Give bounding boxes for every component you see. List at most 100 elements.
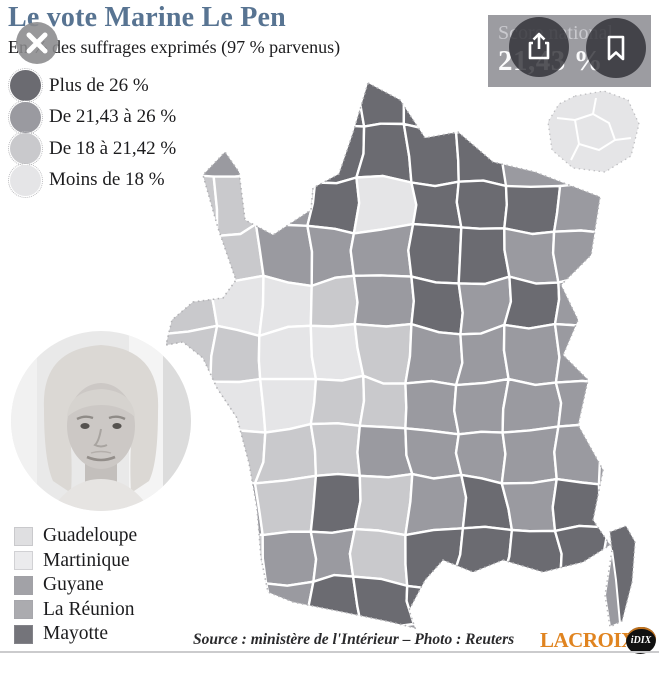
idf-inset-stipple <box>547 90 640 173</box>
map-department <box>306 176 361 235</box>
map-department <box>356 424 414 479</box>
map-department <box>353 472 414 537</box>
map-department <box>553 423 603 486</box>
overseas-label: Guyane <box>43 574 104 596</box>
overseas-item: Guadeloupe <box>14 524 137 549</box>
map-department <box>257 324 318 381</box>
map-department <box>214 531 268 588</box>
map-department <box>454 127 508 188</box>
map-department <box>500 425 560 485</box>
legend-label: De 21,43 à 26 % <box>49 106 177 128</box>
map-department <box>554 379 603 428</box>
map-department <box>404 472 468 537</box>
map-department <box>404 322 464 387</box>
legend-swatch-dark <box>8 68 43 104</box>
legend-swatch-medium <box>8 99 43 135</box>
map-department <box>553 322 603 384</box>
map-department <box>166 377 215 436</box>
map-department <box>503 275 561 330</box>
map-department <box>351 575 416 628</box>
overseas-item: Mayotte <box>14 622 137 647</box>
overseas-label: Mayotte <box>43 623 108 645</box>
map-department <box>410 180 463 229</box>
corsica-south <box>603 549 622 629</box>
map-department <box>166 231 219 283</box>
corsica-stipple <box>604 525 636 629</box>
map-department <box>404 379 460 436</box>
map-department <box>355 122 413 184</box>
map-department <box>166 324 219 383</box>
legend-item: Plus de 26 % <box>8 68 176 104</box>
idf-inset-lines <box>556 97 632 161</box>
map-department <box>355 83 411 128</box>
source-credit: Source : ministère de l'Intérieur – Phot… <box>193 631 515 648</box>
map-department <box>309 422 362 477</box>
map-department <box>407 222 463 285</box>
map-department <box>309 472 362 534</box>
map-department <box>501 377 563 434</box>
overseas-swatch-martinique <box>14 551 33 571</box>
map-department <box>503 227 560 285</box>
map-department <box>254 126 317 184</box>
legend-item: De 18 à 21,42 % <box>8 131 176 167</box>
idf-inset <box>547 90 640 173</box>
map-department <box>358 374 408 430</box>
map-department <box>455 179 508 230</box>
map-department <box>500 477 558 533</box>
overseas-swatch-guadeloupe <box>14 526 33 546</box>
share-button[interactable] <box>509 17 569 77</box>
legend-item: De 21,43 à 26 % <box>8 99 177 135</box>
map-department <box>349 222 415 278</box>
overseas-label: Guadeloupe <box>43 525 138 547</box>
idf-inset-shape <box>548 91 639 172</box>
overseas-label: La Réunion <box>43 598 135 620</box>
map-department <box>303 123 366 185</box>
map-department <box>404 427 463 480</box>
map-department <box>253 474 318 537</box>
map-department <box>303 83 366 131</box>
overseas-swatch-la-reunion <box>14 600 33 620</box>
idix-logo: iDIX <box>626 627 656 654</box>
bottom-divider <box>0 651 659 653</box>
overseas-item: Guyane <box>14 573 137 598</box>
map-department <box>553 524 610 588</box>
map-department <box>457 226 511 286</box>
map-department <box>551 477 610 533</box>
map-department <box>454 323 510 387</box>
map-department <box>453 377 510 436</box>
legend-swatch-xlight <box>8 162 43 198</box>
close-button[interactable] <box>16 22 58 64</box>
map-department <box>261 530 318 587</box>
map-department <box>402 122 460 188</box>
legend: Plus de 26 % De 21,43 à 26 % De 18 à 21,… <box>8 68 177 198</box>
map-department <box>352 274 416 328</box>
map-department <box>404 527 465 590</box>
map-department <box>264 580 315 627</box>
legend-item: Moins de 18 % <box>8 162 176 198</box>
map-department <box>502 528 563 585</box>
page-subtitle: En % des suffrages exprimés (97 % parven… <box>8 37 341 57</box>
page-title: Le vote Marine Le Pen <box>8 2 286 33</box>
map-department <box>253 422 318 485</box>
close-icon <box>26 32 48 54</box>
bookmark-icon <box>607 35 625 61</box>
lacroix-logo: LACROIX <box>540 628 636 652</box>
corsica <box>603 525 636 629</box>
legend-label: Moins de 18 % <box>49 169 165 191</box>
overseas-swatch-guyane <box>14 575 33 595</box>
map-department <box>166 172 219 238</box>
map-department <box>209 324 262 384</box>
bookmark-button[interactable] <box>586 18 646 78</box>
map-department <box>551 229 607 284</box>
map-department <box>502 322 561 387</box>
map-department <box>309 274 359 328</box>
overseas-item: La Réunion <box>14 598 137 623</box>
overseas-legend: Guadeloupe Martinique Guyane La Réunion … <box>14 524 137 647</box>
share-icon <box>528 32 550 60</box>
map-department <box>254 83 312 134</box>
legend-label: Plus de 26 % <box>49 74 149 96</box>
overseas-label: Martinique <box>43 549 130 571</box>
map-department <box>552 177 610 234</box>
overseas-item: Martinique <box>14 549 137 574</box>
